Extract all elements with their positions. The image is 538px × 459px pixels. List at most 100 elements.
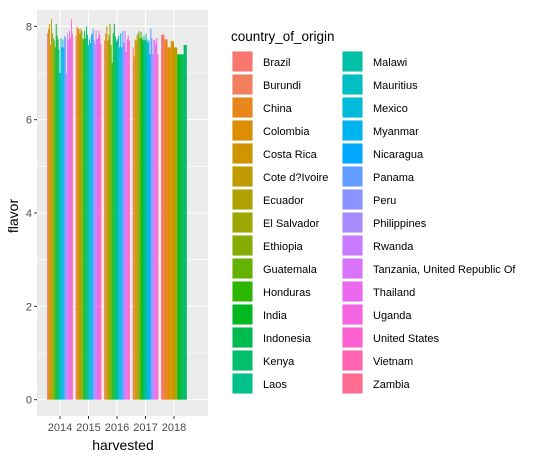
legend-item: Honduras (232, 281, 311, 302)
bar-2017-ethiopia (138, 31, 140, 400)
legend-label: Ethiopia (263, 241, 304, 253)
bar-2016-myanmar (120, 33, 122, 400)
bar-2018-kenya (183, 45, 187, 400)
y-tick-label: 6 (26, 115, 32, 127)
legend-label: Brazil (263, 57, 291, 69)
legend-items: Brazil Burundi China Colombia Costa Rica Cote… (232, 51, 516, 394)
bar-2016-mexico (119, 47, 121, 400)
bar-2015-philippines (94, 44, 96, 400)
bar-2017-mauritius (146, 39, 148, 400)
y-tick-label: 0 (26, 395, 32, 407)
bar-2015-indonesia (85, 38, 87, 400)
legend-label: Vietnam (373, 356, 413, 368)
legend-item: Rwanda (342, 235, 414, 256)
legend-key-swatch (342, 373, 363, 394)
bar-2016-united-states (127, 35, 129, 400)
plot-panel (37, 10, 208, 416)
bar-2014-kenya (57, 39, 59, 400)
legend-label: Mexico (373, 103, 408, 115)
legend-label: Zambia (373, 379, 411, 391)
bar-2014-guatemala (53, 40, 55, 400)
legend-label: Tanzania, United Republic Of (373, 264, 516, 276)
x-axis: 2014 2015 2016 2017 2018 (48, 416, 186, 434)
legend-item: Ethiopia (232, 235, 304, 256)
legend-label: Laos (263, 379, 287, 391)
bar-2014-colombia (49, 24, 51, 400)
bar-2015-rwanda (95, 30, 97, 400)
legend-key-swatch (232, 74, 253, 95)
bar-2018-costa-rica (170, 41, 174, 400)
legend-key-swatch (232, 120, 253, 141)
bar-2016-kenya (114, 36, 116, 400)
legend-item: Peru (342, 189, 396, 210)
bar-2016-guatemala (110, 45, 112, 400)
bar-2017-peru (151, 38, 153, 400)
bar-2017-guatemala (139, 38, 141, 400)
legend-item: Thailand (342, 281, 415, 302)
legend-label: Ecuador (263, 195, 304, 207)
bar-2015-peru (93, 40, 95, 400)
bar-2014-honduras (54, 47, 56, 400)
bar-2014-brazil (47, 33, 49, 400)
bar-2016-mauritius (118, 35, 120, 400)
bar-2017-rwanda (153, 40, 155, 400)
legend: country_of_origin Brazil Burundi China Colo… (231, 29, 516, 394)
legend-label: Costa Rica (263, 149, 318, 161)
bar-2016-honduras (111, 62, 113, 400)
legend-key-swatch (232, 212, 253, 233)
bar-2017-ecuador (136, 35, 138, 400)
x-tick-label: 2016 (105, 422, 129, 434)
bar-2017-brazil (132, 47, 134, 400)
legend-label: Colombia (263, 126, 310, 138)
legend-item: Panama (342, 166, 415, 187)
bar-2017-malawi (145, 33, 147, 400)
legend-title: country_of_origin (231, 29, 335, 44)
bar-2014-indonesia (56, 35, 58, 400)
bar-2014-vietnam (71, 33, 73, 400)
bar-2017-honduras (140, 31, 142, 400)
legend-key-swatch (342, 120, 363, 141)
bar-2015-ecuador (79, 33, 81, 400)
legend-item: Mauritius (342, 74, 418, 95)
bar-2016-ethiopia (109, 24, 111, 400)
bar-2016-laos (115, 41, 117, 400)
legend-key-swatch (232, 51, 253, 72)
bar-2015-uganda (98, 31, 100, 400)
bar-2016-panama (122, 31, 124, 400)
bar-2014-mexico (61, 47, 63, 400)
bar-2014-peru (65, 38, 67, 400)
bar-2014-laos (58, 49, 60, 400)
bar-2015-china (76, 26, 78, 400)
bar-2016-philippines (123, 42, 125, 400)
legend-item: China (232, 97, 293, 118)
legend-key-swatch (342, 304, 363, 325)
bar-2018-china (164, 39, 168, 400)
bar-2015-ethiopia (81, 31, 83, 400)
bar-2015-india (84, 31, 86, 400)
legend-item: India (232, 304, 288, 325)
legend-key-swatch (232, 304, 253, 325)
legend-label: Philippines (373, 218, 427, 230)
bar-2017-philippines (152, 54, 154, 400)
legend-key-swatch (342, 143, 363, 164)
y-axis-title: flavor (5, 199, 21, 234)
legend-item: Guatemala (232, 258, 318, 279)
bar-2017-vietnam (157, 54, 159, 400)
bar-2014-ethiopia (52, 38, 54, 400)
x-tick-label: 2018 (162, 422, 186, 434)
bar-2018-colombia (167, 47, 171, 400)
bar-2015-costa-rica (78, 28, 80, 400)
legend-label: United States (373, 333, 440, 345)
bar-2017-indonesia (142, 40, 144, 400)
bar-2015-colombia (77, 28, 79, 400)
legend-item: Burundi (232, 74, 301, 95)
legend-label: Uganda (373, 310, 412, 322)
legend-item: Colombia (232, 120, 310, 141)
legend-item: United States (342, 327, 440, 348)
legend-item: Cote d?Ivoire (232, 166, 328, 187)
legend-label: Mauritius (373, 80, 418, 92)
bar-2017-kenya (143, 35, 145, 400)
y-axis: 0 2 4 6 8 (26, 21, 37, 407)
legend-key-swatch (232, 235, 253, 256)
